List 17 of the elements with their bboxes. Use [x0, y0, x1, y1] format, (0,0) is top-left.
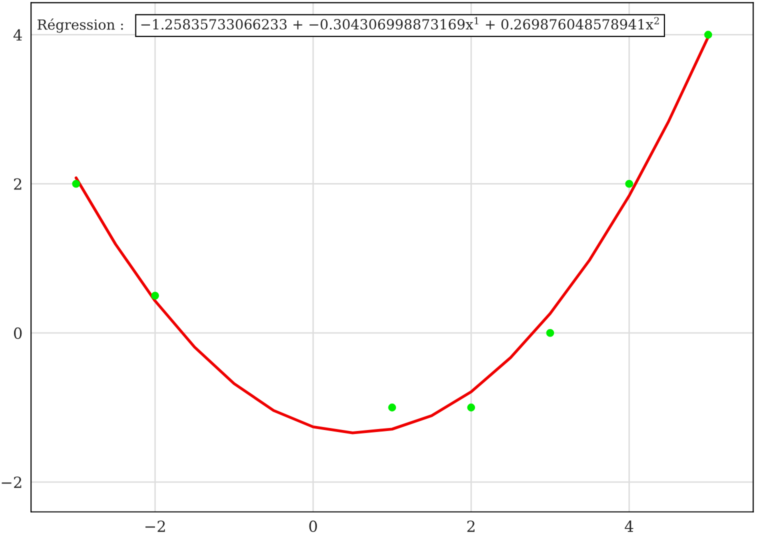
annotation: −1.25835733066233 + −0.304306998873169x$^{1}$ + 0.269876048578941x$^{2}$ — [141, 17, 659, 30]
point — [151, 292, 160, 300]
x-tick-label: 0 — [309, 520, 317, 532]
x-tick-label: −2 — [145, 520, 165, 532]
point — [467, 404, 476, 412]
point — [546, 329, 554, 337]
annotation: Régression : — [38, 18, 123, 33]
y-tick-label: 4 — [13, 29, 22, 41]
y-tick-label: −2 — [2, 476, 22, 488]
x-tick-label: 2 — [467, 520, 474, 532]
point — [625, 180, 634, 188]
y-tick-label: 2 — [14, 178, 22, 190]
y-tick-label: 0 — [14, 327, 22, 339]
x-tick-label: 4 — [624, 520, 634, 532]
point — [72, 180, 80, 188]
point — [388, 404, 396, 412]
point — [704, 30, 712, 39]
